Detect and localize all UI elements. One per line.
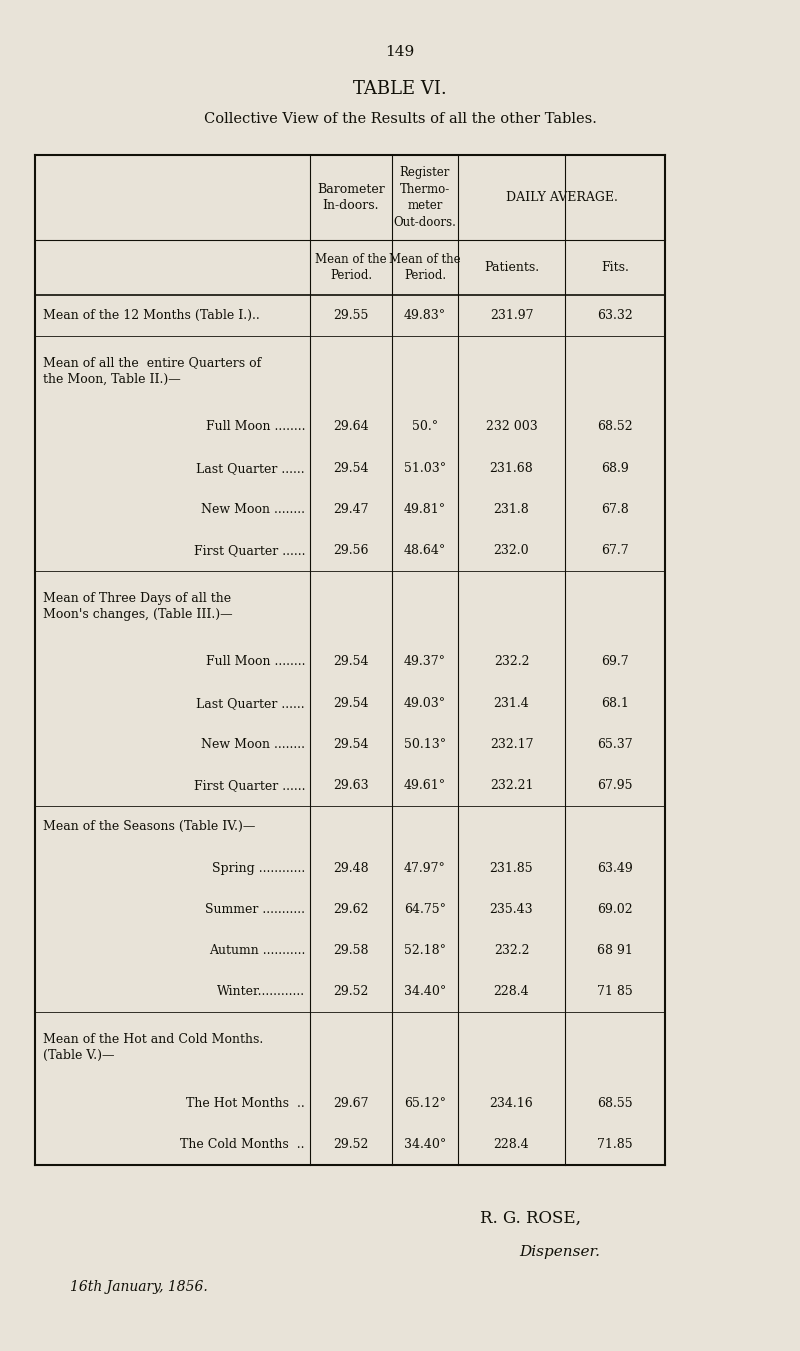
Text: 52.18°: 52.18°: [404, 944, 446, 957]
Text: 29.52: 29.52: [334, 1138, 369, 1151]
Text: 50.13°: 50.13°: [404, 738, 446, 751]
Text: Dispenser.: Dispenser.: [519, 1246, 601, 1259]
Text: Mean of the
Period.: Mean of the Period.: [315, 253, 387, 282]
Text: Mean of the 12 Months (Table I.)..: Mean of the 12 Months (Table I.)..: [43, 309, 260, 322]
Text: The Hot Months  ..: The Hot Months ..: [186, 1097, 305, 1109]
Text: 232.21: 232.21: [490, 780, 534, 792]
Text: 29.47: 29.47: [334, 503, 369, 516]
Text: Full Moon ........: Full Moon ........: [206, 420, 305, 434]
Text: 29.56: 29.56: [334, 544, 369, 557]
Text: R. G. ROSE,: R. G. ROSE,: [479, 1210, 581, 1227]
Text: 29.64: 29.64: [333, 420, 369, 434]
Text: 228.4: 228.4: [494, 1138, 530, 1151]
Text: 65.12°: 65.12°: [404, 1097, 446, 1109]
Text: 68.55: 68.55: [597, 1097, 633, 1109]
Text: 234.16: 234.16: [490, 1097, 534, 1109]
Text: The Cold Months  ..: The Cold Months ..: [181, 1138, 305, 1151]
Text: Autumn ...........: Autumn ...........: [209, 944, 305, 957]
Text: 231.4: 231.4: [494, 697, 530, 709]
Text: Patients.: Patients.: [484, 261, 539, 274]
Text: 29.54: 29.54: [334, 697, 369, 709]
Text: 49.61°: 49.61°: [404, 780, 446, 792]
Text: 47.97°: 47.97°: [404, 862, 446, 874]
Text: 64.75°: 64.75°: [404, 902, 446, 916]
Text: Mean of Three Days of all the
Moon's changes, (Table III.)—: Mean of Three Days of all the Moon's cha…: [43, 592, 233, 621]
Text: 67.8: 67.8: [601, 503, 629, 516]
Text: 228.4: 228.4: [494, 985, 530, 998]
Text: 69.02: 69.02: [597, 902, 633, 916]
Text: 232.17: 232.17: [490, 738, 534, 751]
Text: Register
Thermo-
meter
Out-doors.: Register Thermo- meter Out-doors.: [394, 166, 457, 228]
Text: 67.95: 67.95: [598, 780, 633, 792]
Text: 29.62: 29.62: [334, 902, 369, 916]
Text: 67.7: 67.7: [601, 544, 629, 557]
Text: 29.58: 29.58: [334, 944, 369, 957]
Text: 50.°: 50.°: [412, 420, 438, 434]
Text: 49.81°: 49.81°: [404, 503, 446, 516]
Text: Winter............: Winter............: [217, 985, 305, 998]
Text: 63.32: 63.32: [597, 309, 633, 322]
Text: 71.85: 71.85: [597, 1138, 633, 1151]
Text: Full Moon ........: Full Moon ........: [206, 655, 305, 669]
Text: First Quarter ......: First Quarter ......: [194, 544, 305, 557]
Text: Mean of the Hot and Cold Months.
(Table V.)—: Mean of the Hot and Cold Months. (Table …: [43, 1032, 263, 1062]
Text: 68.52: 68.52: [597, 420, 633, 434]
Text: 29.67: 29.67: [334, 1097, 369, 1109]
Text: 235.43: 235.43: [490, 902, 534, 916]
Text: 29.48: 29.48: [333, 862, 369, 874]
Text: New Moon ........: New Moon ........: [201, 503, 305, 516]
Text: Spring ............: Spring ............: [212, 862, 305, 874]
Text: 232 003: 232 003: [486, 420, 538, 434]
Text: 68.1: 68.1: [601, 697, 629, 709]
Text: 48.64°: 48.64°: [404, 544, 446, 557]
Text: 29.54: 29.54: [334, 738, 369, 751]
Text: Last Quarter ......: Last Quarter ......: [196, 697, 305, 709]
Text: 51.03°: 51.03°: [404, 462, 446, 474]
Text: Barometer
In-doors.: Barometer In-doors.: [317, 182, 385, 212]
Text: Mean of the
Period.: Mean of the Period.: [389, 253, 461, 282]
Text: 69.7: 69.7: [601, 655, 629, 669]
Text: 34.40°: 34.40°: [404, 985, 446, 998]
Text: 65.37: 65.37: [597, 738, 633, 751]
Text: New Moon ........: New Moon ........: [201, 738, 305, 751]
Text: 16th January, 1856.: 16th January, 1856.: [70, 1279, 208, 1294]
Text: 49.83°: 49.83°: [404, 309, 446, 322]
Text: 232.2: 232.2: [494, 944, 530, 957]
Text: 29.54: 29.54: [334, 655, 369, 669]
Text: Summer ...........: Summer ...........: [205, 902, 305, 916]
Text: 49.03°: 49.03°: [404, 697, 446, 709]
Text: 68.9: 68.9: [601, 462, 629, 474]
Text: 63.49: 63.49: [597, 862, 633, 874]
Text: Mean of the Seasons (Table IV.)—: Mean of the Seasons (Table IV.)—: [43, 820, 255, 834]
Text: 29.52: 29.52: [334, 985, 369, 998]
Text: 29.63: 29.63: [333, 780, 369, 792]
Text: 231.8: 231.8: [494, 503, 530, 516]
Text: 34.40°: 34.40°: [404, 1138, 446, 1151]
Text: 29.54: 29.54: [334, 462, 369, 474]
Text: 231.97: 231.97: [490, 309, 534, 322]
Text: 149: 149: [386, 45, 414, 59]
Text: 232.0: 232.0: [494, 544, 530, 557]
Text: 49.37°: 49.37°: [404, 655, 446, 669]
Text: First Quarter ......: First Quarter ......: [194, 780, 305, 792]
Text: 68 91: 68 91: [597, 944, 633, 957]
Text: Fits.: Fits.: [601, 261, 629, 274]
Text: 232.2: 232.2: [494, 655, 530, 669]
Text: Collective View of the Results of all the other Tables.: Collective View of the Results of all th…: [203, 112, 597, 126]
Text: 231.85: 231.85: [490, 862, 534, 874]
Text: Last Quarter ......: Last Quarter ......: [196, 462, 305, 474]
Text: DAILY AVERAGE.: DAILY AVERAGE.: [506, 190, 618, 204]
Text: 29.55: 29.55: [334, 309, 369, 322]
Text: 231.68: 231.68: [490, 462, 534, 474]
Text: Mean of all the  entire Quarters of
the Moon, Table II.)—: Mean of all the entire Quarters of the M…: [43, 357, 262, 386]
Text: 71 85: 71 85: [597, 985, 633, 998]
Text: TABLE VI.: TABLE VI.: [353, 80, 447, 99]
